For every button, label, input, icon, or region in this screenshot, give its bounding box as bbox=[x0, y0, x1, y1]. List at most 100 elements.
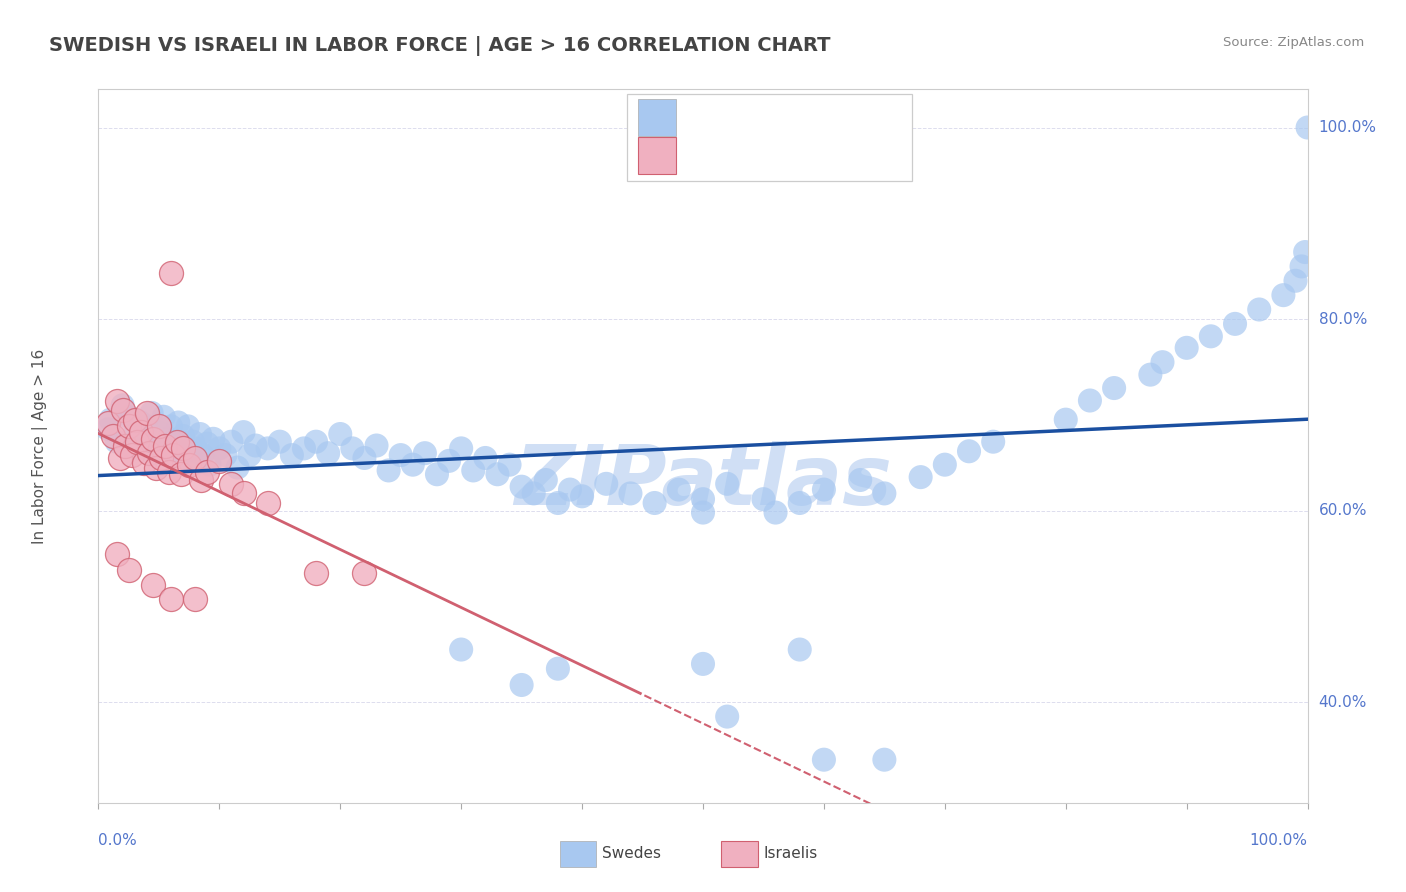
Text: 101: 101 bbox=[838, 108, 873, 127]
Point bbox=[105, 547, 128, 561]
Point bbox=[167, 416, 190, 430]
Point bbox=[118, 419, 141, 434]
Point bbox=[160, 266, 183, 280]
Point bbox=[121, 448, 143, 462]
Point bbox=[129, 416, 152, 430]
Point bbox=[129, 425, 152, 439]
Point bbox=[208, 442, 231, 456]
Point bbox=[157, 432, 180, 446]
FancyBboxPatch shape bbox=[638, 99, 676, 136]
Point bbox=[1078, 393, 1101, 408]
Text: 40.0%: 40.0% bbox=[1319, 695, 1367, 710]
Point bbox=[195, 436, 218, 450]
Point bbox=[426, 467, 449, 482]
Point bbox=[292, 442, 315, 456]
Point bbox=[523, 486, 546, 500]
Point bbox=[1294, 245, 1316, 260]
Point bbox=[118, 409, 141, 424]
Point bbox=[934, 458, 956, 472]
Point bbox=[1139, 368, 1161, 382]
Point bbox=[208, 454, 231, 468]
Point bbox=[111, 403, 134, 417]
Text: SWEDISH VS ISRAELI IN LABOR FORCE | AGE > 16 CORRELATION CHART: SWEDISH VS ISRAELI IN LABOR FORCE | AGE … bbox=[49, 36, 831, 55]
Point bbox=[145, 460, 167, 475]
Point bbox=[232, 425, 254, 439]
Point bbox=[97, 416, 120, 430]
Point bbox=[1102, 381, 1125, 395]
Point bbox=[202, 432, 225, 446]
Point bbox=[179, 450, 201, 465]
Point bbox=[1296, 120, 1319, 135]
Point bbox=[752, 492, 775, 507]
Point bbox=[232, 486, 254, 500]
Point bbox=[353, 566, 375, 580]
Point bbox=[765, 506, 787, 520]
Point bbox=[111, 398, 134, 412]
Point bbox=[160, 591, 183, 606]
Text: R =: R = bbox=[682, 146, 717, 164]
Point bbox=[813, 753, 835, 767]
Point bbox=[353, 450, 375, 465]
Point bbox=[135, 419, 157, 434]
Point bbox=[174, 444, 197, 458]
Point bbox=[187, 456, 209, 470]
Point bbox=[269, 434, 291, 449]
Point bbox=[316, 446, 339, 460]
Point bbox=[114, 438, 136, 452]
Point bbox=[135, 406, 157, 420]
Point bbox=[172, 442, 194, 456]
Point bbox=[849, 473, 872, 487]
Point bbox=[155, 442, 177, 456]
Point bbox=[644, 496, 666, 510]
Text: Source: ZipAtlas.com: Source: ZipAtlas.com bbox=[1223, 36, 1364, 49]
Point bbox=[198, 458, 221, 472]
Point bbox=[1152, 355, 1174, 369]
FancyBboxPatch shape bbox=[638, 136, 676, 174]
Point bbox=[1284, 274, 1306, 288]
Point bbox=[239, 448, 262, 462]
Point bbox=[873, 753, 896, 767]
Point bbox=[138, 446, 160, 460]
Point bbox=[498, 458, 520, 472]
Point bbox=[692, 506, 714, 520]
Point bbox=[100, 412, 122, 426]
Point bbox=[463, 463, 485, 477]
Point bbox=[1223, 317, 1246, 331]
Point bbox=[486, 467, 509, 482]
Point bbox=[160, 419, 183, 434]
Text: 100.0%: 100.0% bbox=[1319, 120, 1376, 135]
Text: 0.125: 0.125 bbox=[720, 108, 772, 127]
Point bbox=[169, 467, 191, 482]
Point bbox=[162, 448, 184, 462]
Point bbox=[1249, 302, 1271, 317]
Point bbox=[437, 454, 460, 468]
Point bbox=[141, 406, 163, 420]
Point bbox=[177, 419, 200, 434]
Point bbox=[148, 419, 170, 434]
Point bbox=[256, 442, 278, 456]
Text: N =: N = bbox=[778, 146, 825, 164]
Point bbox=[450, 642, 472, 657]
Point bbox=[245, 438, 267, 452]
Point bbox=[981, 434, 1004, 449]
Point bbox=[114, 438, 136, 452]
Point bbox=[510, 678, 533, 692]
Point bbox=[177, 458, 201, 472]
Point bbox=[692, 492, 714, 507]
Point bbox=[195, 466, 218, 480]
Point bbox=[124, 412, 146, 426]
Text: 100.0%: 100.0% bbox=[1250, 833, 1308, 848]
Text: 60.0%: 60.0% bbox=[1319, 503, 1367, 518]
Text: 0.0%: 0.0% bbox=[98, 833, 138, 848]
Point bbox=[150, 450, 173, 465]
Point bbox=[789, 642, 811, 657]
Point bbox=[692, 657, 714, 671]
Point bbox=[148, 425, 170, 439]
Point bbox=[127, 434, 149, 449]
Point bbox=[214, 448, 236, 462]
Point bbox=[595, 476, 617, 491]
Point bbox=[1199, 329, 1222, 343]
Point bbox=[172, 429, 194, 443]
Point bbox=[510, 480, 533, 494]
Point bbox=[957, 444, 980, 458]
